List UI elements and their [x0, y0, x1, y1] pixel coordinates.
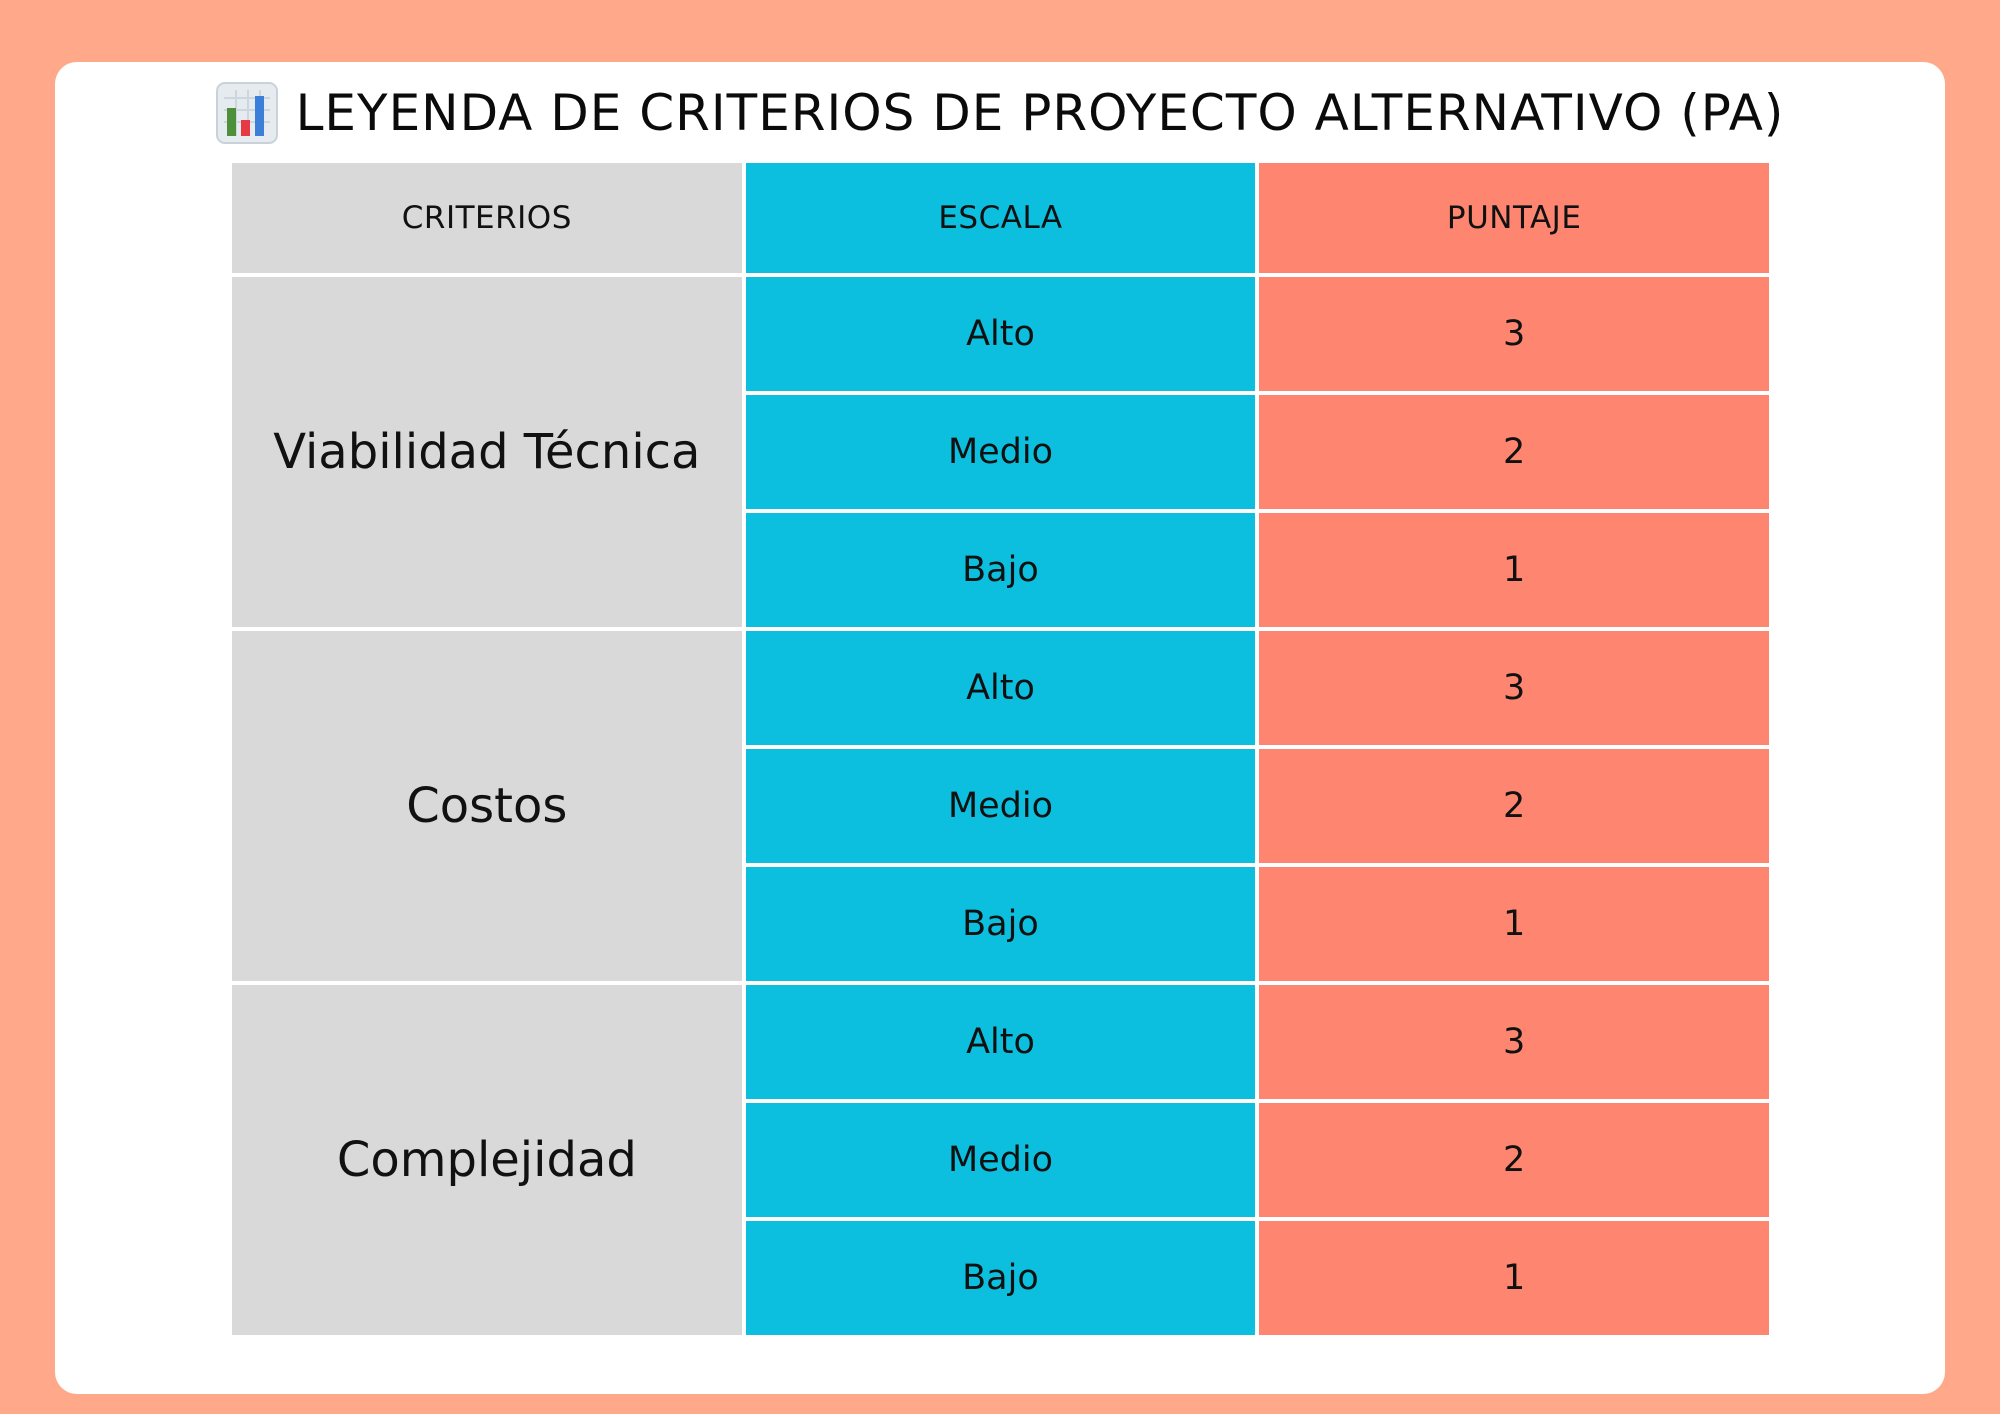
- puntaje-cell: 3: [1259, 277, 1769, 391]
- table-row: Medio 2: [232, 1103, 1769, 1217]
- table-row: Bajo 1: [232, 513, 1769, 627]
- criterio-complejidad: Complejidad: [232, 985, 742, 1335]
- escala-cell: Bajo: [745, 1221, 1256, 1335]
- table-row: Costos Alto 3: [232, 631, 1769, 981]
- page-title: LEYENDA DE CRITERIOS DE PROYECTO ALTERNA…: [295, 84, 1785, 142]
- title-row: LEYENDA DE CRITERIOS DE PROYECTO ALTERNA…: [0, 74, 2000, 152]
- criteria-table: CRITERIOS ESCALA PUNTAJE Viabilidad Técn…: [228, 159, 1773, 1339]
- table-row: Bajo 1: [232, 1221, 1769, 1335]
- puntaje-cell: 2: [1259, 749, 1769, 863]
- table-row: Medio 2: [232, 395, 1769, 509]
- header-escala: ESCALA: [745, 163, 1256, 273]
- puntaje-cell: 1: [1259, 1221, 1769, 1335]
- table-row: Viabilidad Técnica Alto 3: [232, 277, 1769, 627]
- escala-cell: Alto: [745, 631, 1256, 745]
- escala-cell: Bajo: [745, 513, 1256, 627]
- criterio-viabilidad-tecnica: Viabilidad Técnica: [232, 277, 742, 627]
- header-criterios: CRITERIOS: [232, 163, 742, 273]
- header-puntaje: PUNTAJE: [1259, 163, 1769, 273]
- puntaje-cell: 3: [1259, 631, 1769, 745]
- escala-cell: Medio: [745, 395, 1256, 509]
- puntaje-cell: 1: [1259, 513, 1769, 627]
- table-row: Bajo 1: [232, 867, 1769, 981]
- escala-cell: Alto: [745, 277, 1256, 391]
- criterio-costos: Costos: [232, 631, 742, 981]
- escala-cell: Medio: [745, 1103, 1256, 1217]
- escala-cell: Medio: [745, 749, 1256, 863]
- puntaje-cell: 3: [1259, 985, 1769, 1099]
- puntaje-cell: 1: [1259, 867, 1769, 981]
- table-row: Medio 2: [232, 749, 1769, 863]
- header-row: CRITERIOS ESCALA PUNTAJE: [232, 163, 1769, 273]
- bar-chart-icon: [215, 82, 278, 144]
- table-row: Complejidad Alto 3: [232, 985, 1769, 1335]
- puntaje-cell: 2: [1259, 1103, 1769, 1217]
- puntaje-cell: 2: [1259, 395, 1769, 509]
- escala-cell: Bajo: [745, 867, 1256, 981]
- escala-cell: Alto: [745, 985, 1256, 1099]
